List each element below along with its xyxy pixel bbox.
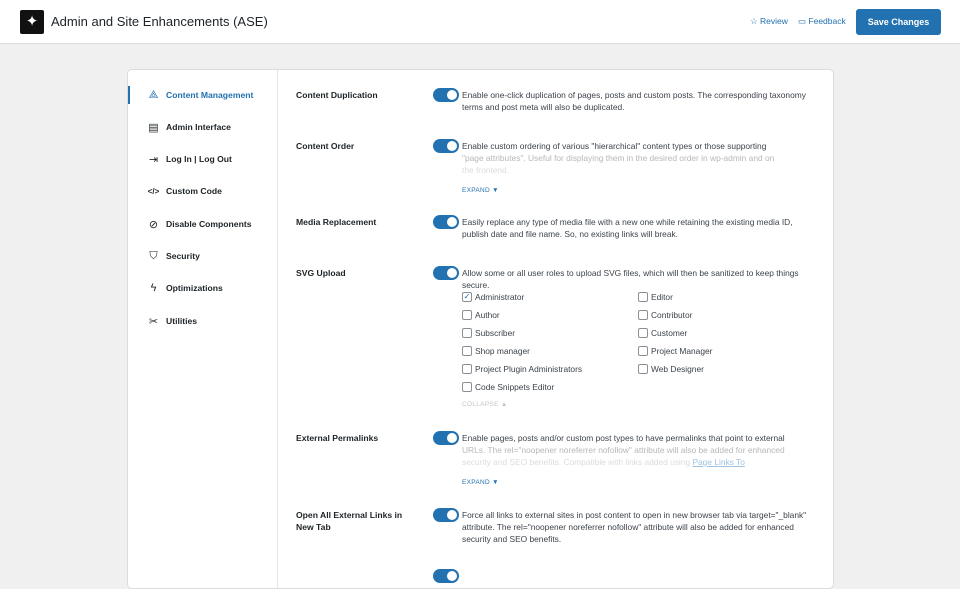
layout-icon: ▤ bbox=[148, 121, 159, 134]
role-checkbox[interactable]: ✓ Administrator bbox=[462, 292, 525, 302]
sidebar-item-disable-components[interactable]: ⊘ Disable Components bbox=[148, 218, 252, 231]
role-checkbox[interactable]: Customer bbox=[638, 328, 687, 338]
svg-upload-toggle[interactable] bbox=[433, 266, 459, 280]
external-permalinks-toggle[interactable] bbox=[433, 431, 459, 445]
app-title: Admin and Site Enhancements (ASE) bbox=[51, 14, 268, 29]
tools-icon: ✂ bbox=[148, 315, 159, 328]
sidebar-item-optimizations[interactable]: ϟ Optimizations bbox=[147, 280, 223, 296]
content-order-toggle[interactable] bbox=[433, 139, 459, 153]
star-icon: ☆ bbox=[750, 16, 758, 26]
role-checkbox[interactable]: Project Manager bbox=[638, 346, 712, 356]
sidebar-item-content-management[interactable]: ⟁ Content Management bbox=[148, 88, 254, 101]
active-indicator bbox=[128, 86, 130, 104]
save-changes-button[interactable]: Save Changes bbox=[856, 9, 941, 35]
checkbox[interactable] bbox=[638, 364, 648, 374]
content-order-expand[interactable]: EXPAND ▼ bbox=[462, 187, 499, 194]
checkbox[interactable] bbox=[638, 292, 648, 302]
content-duplication-toggle[interactable] bbox=[433, 88, 459, 102]
sidebar-item-login-logout[interactable]: ⇥ Log In | Log Out bbox=[148, 153, 232, 166]
checkbox[interactable] bbox=[462, 346, 472, 356]
external-permalinks-expand[interactable]: EXPAND ▼ bbox=[462, 479, 499, 486]
open-external-links-toggle[interactable] bbox=[433, 508, 459, 522]
role-checkbox[interactable]: Project Plugin Administrators bbox=[462, 364, 582, 374]
clipped-setting-toggle[interactable] bbox=[433, 569, 459, 583]
checkbox[interactable] bbox=[462, 310, 472, 320]
settings-card: ⟁ Content Management ▤ Admin Interface ⇥ Lo… bbox=[127, 69, 834, 589]
review-link[interactable]: ☆ Review bbox=[750, 16, 788, 26]
code-icon: </> bbox=[147, 186, 160, 196]
page-links-to-link[interactable]: Page Links To bbox=[692, 457, 745, 467]
sidebar-item-utilities[interactable]: ✂ Utilities bbox=[148, 315, 198, 328]
role-checkbox[interactable]: Shop manager bbox=[462, 346, 530, 356]
checkbox[interactable] bbox=[638, 328, 648, 338]
svg-upload-collapse[interactable]: COLLAPSE ▲ bbox=[462, 401, 508, 408]
sidebar-item-custom-code[interactable]: </> Custom Code bbox=[147, 186, 222, 196]
sidebar-item-security[interactable]: ⛉ Security bbox=[147, 248, 200, 264]
login-icon: ⇥ bbox=[148, 153, 159, 166]
top-bar: ✦ Admin and Site Enhancements (ASE) ☆ Re… bbox=[0, 0, 960, 44]
shield-icon: ⛉ bbox=[149, 249, 158, 262]
role-checkbox[interactable]: Web Designer bbox=[638, 364, 704, 374]
role-checkbox[interactable]: Contributor bbox=[638, 310, 692, 320]
checkbox[interactable] bbox=[462, 364, 472, 374]
role-checkbox[interactable]: Editor bbox=[638, 292, 673, 302]
checkbox[interactable] bbox=[638, 310, 648, 320]
sidebar: ⟁ Content Management ▤ Admin Interface ⇥ Lo… bbox=[128, 70, 278, 588]
bolt-icon: ϟ bbox=[150, 282, 157, 294]
checkbox[interactable] bbox=[638, 346, 648, 356]
ban-icon: ⊘ bbox=[148, 218, 159, 231]
role-checkbox[interactable]: Code Snippets Editor bbox=[462, 382, 554, 392]
checkbox[interactable] bbox=[462, 328, 472, 338]
comment-icon: ▭ bbox=[798, 16, 807, 26]
ase-logo-icon: ✦ bbox=[20, 10, 44, 34]
checkbox[interactable] bbox=[462, 382, 472, 392]
sidebar-item-admin-interface[interactable]: ▤ Admin Interface bbox=[148, 121, 231, 134]
checkbox[interactable]: ✓ bbox=[462, 292, 472, 302]
feedback-link[interactable]: ▭ Feedback bbox=[798, 16, 846, 26]
role-checkbox[interactable]: Subscriber bbox=[462, 328, 515, 338]
role-checkbox[interactable]: Author bbox=[462, 310, 500, 320]
media-replacement-toggle[interactable] bbox=[433, 215, 459, 229]
shapes-icon: ⟁ bbox=[148, 88, 159, 101]
